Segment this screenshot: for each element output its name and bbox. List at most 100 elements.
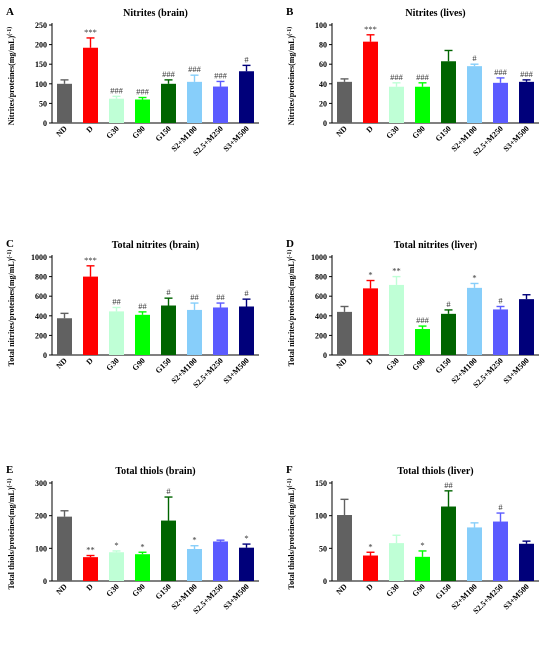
y-axis-label-text: Total thiols/proteines(mg/mL)	[287, 487, 296, 589]
bar-s2-5-m250	[213, 86, 228, 123]
bar-g150	[441, 506, 456, 581]
y-axis-label: Nitrites/proteines(mg/mL)(-1)	[286, 27, 296, 126]
significance-label: ###	[214, 70, 228, 80]
y-tick-label: 0	[43, 577, 47, 586]
y-axis-label-exponent: (-1)	[6, 478, 13, 487]
significance-label: **	[86, 545, 95, 555]
y-axis-label: Total nitrites/proteines(mg/mL)(-1)	[286, 250, 296, 367]
bar-s2-5-m250	[213, 541, 228, 581]
y-tick-label: 1000	[311, 253, 327, 262]
bar-g150	[161, 83, 176, 123]
panel-letter: D	[286, 238, 294, 250]
bar-nd	[57, 318, 72, 355]
y-axis-label-text: Total thiols/proteines(mg/mL)	[7, 487, 16, 589]
significance-label: ###	[390, 72, 404, 82]
bar-g150	[161, 520, 176, 581]
significance-label: #	[472, 53, 477, 63]
significance-label: ###	[494, 67, 508, 77]
x-category-label: ND	[334, 356, 349, 371]
bar-g30	[389, 543, 404, 581]
significance-label: ***	[84, 27, 97, 37]
significance-label: ###	[520, 69, 534, 79]
bar-d	[83, 557, 98, 581]
x-category-label: G30	[104, 124, 120, 140]
significance-label: ##	[138, 301, 147, 311]
bar-s3-m500	[239, 306, 254, 355]
x-category-label: D	[84, 582, 95, 593]
significance-label: ***	[84, 255, 97, 265]
chart-title: Total thiols (liver)	[397, 466, 473, 477]
significance-label: #	[244, 54, 249, 64]
significance-label: ###	[188, 64, 202, 74]
significance-label: *	[192, 535, 196, 545]
y-axis-label-text: Total nitrites/proteines(mg/mL)	[7, 258, 16, 366]
significance-label: *	[140, 541, 144, 551]
y-axis-label-exponent: (-1)	[286, 250, 293, 259]
x-category-label: D	[364, 582, 375, 593]
significance-label: ##	[112, 296, 121, 306]
panel-letter: F	[286, 464, 293, 476]
y-tick-label: 0	[323, 351, 327, 360]
y-tick-label: 80	[319, 41, 327, 50]
bar-d	[363, 288, 378, 355]
bar-g150	[161, 305, 176, 355]
significance-label: *	[244, 533, 248, 543]
y-tick-label: 100	[315, 512, 327, 521]
bar-s3-m500	[239, 71, 254, 123]
y-axis-label: Total thiols/proteines(mg/mL)(-1)	[286, 478, 296, 589]
x-category-label: ND	[334, 582, 349, 597]
x-category-label: G150	[434, 582, 453, 601]
bar-s2-5-m250	[213, 307, 228, 355]
chart-title: Total nitrites (brain)	[112, 240, 199, 251]
significance-label: ##	[444, 480, 453, 490]
panel-letter: A	[6, 6, 14, 18]
bar-d	[363, 555, 378, 581]
y-tick-label: 150	[315, 479, 327, 488]
y-axis-label-exponent: (-1)	[6, 250, 13, 259]
x-category-label: G150	[434, 124, 453, 143]
x-category-label: D	[364, 356, 375, 367]
x-category-label: G90	[130, 124, 146, 140]
bar-s2-m100	[467, 66, 482, 123]
bar-d	[363, 41, 378, 123]
x-category-label: S3+M500	[222, 582, 251, 611]
x-category-label: G90	[410, 124, 426, 140]
y-tick-label: 100	[35, 544, 47, 553]
significance-label: #	[166, 287, 171, 297]
bar-g150	[441, 313, 456, 355]
panel-letter: B	[286, 6, 294, 18]
bar-s2-m100	[467, 287, 482, 355]
chart-title: Total nitrites (liver)	[394, 240, 478, 251]
bar-g30	[389, 86, 404, 123]
x-category-label: G150	[154, 124, 173, 143]
chart-panel-f: F Total thiols (liver) Total thiols/protei…	[286, 464, 539, 616]
bar-g90	[415, 329, 430, 355]
bar-g90	[415, 556, 430, 581]
y-tick-label: 200	[35, 331, 47, 340]
bar-d	[83, 47, 98, 123]
y-tick-label: 1000	[31, 253, 47, 262]
y-tick-label: 200	[315, 331, 327, 340]
significance-label: #	[498, 502, 503, 512]
y-tick-label: 300	[35, 479, 47, 488]
chart-title: Nitrites (lives)	[405, 8, 465, 19]
x-category-label: S3+M500	[502, 124, 531, 153]
significance-label: *	[472, 272, 476, 282]
bar-s2-m100	[467, 527, 482, 581]
significance-label: *	[368, 270, 372, 280]
significance-label: ###	[110, 85, 124, 95]
y-tick-label: 600	[315, 292, 327, 301]
x-category-label: ND	[54, 124, 69, 139]
x-category-label: G90	[130, 582, 146, 598]
x-category-label: G90	[130, 356, 146, 372]
bar-nd	[57, 516, 72, 581]
y-tick-label: 100	[315, 21, 327, 30]
y-axis-label: Total thiols/proteines(mg/mL)(-1)	[6, 478, 16, 589]
chart-panel-d: D Total nitrites (liver) Total nitrites/pr…	[286, 238, 539, 390]
chart-panel-a: A Nitrites (brain) Nitrites/proteines(mg/m…	[6, 6, 259, 158]
bar-s3-m500	[519, 81, 534, 123]
chart-title: Total thiols (brain)	[115, 466, 195, 477]
x-category-label: S3+M500	[502, 356, 531, 385]
y-tick-label: 40	[319, 80, 327, 89]
